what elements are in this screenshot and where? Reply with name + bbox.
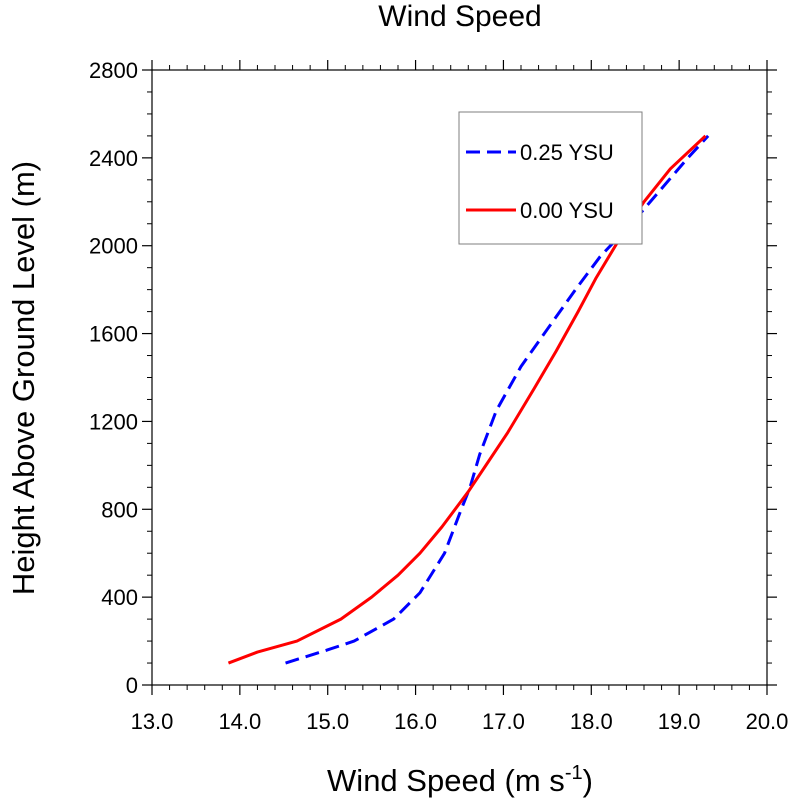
legend-label-0-00-ysu: 0.00 YSU [520, 198, 614, 223]
x-minor-ticks [169, 65, 750, 690]
y-tick-label: 2400 [89, 146, 138, 171]
x-tick-label: 15.0 [306, 709, 349, 734]
y-major-ticks [142, 69, 777, 686]
x-tick-label: 20.0 [746, 709, 789, 734]
x-tick-label: 14.0 [218, 709, 261, 734]
x-tick-label: 19.0 [658, 709, 701, 734]
x-tick-labels: 13.0 14.0 15.0 16.0 17.0 18.0 19.0 20.0 [131, 709, 789, 734]
y-tick-label: 800 [101, 497, 138, 522]
y-tick-label: 400 [101, 585, 138, 610]
x-tick-label: 16.0 [394, 709, 437, 734]
legend-label-0-25-ysu: 0.25 YSU [520, 140, 614, 165]
x-axis-title-end: ) [583, 763, 593, 798]
x-tick-label: 13.0 [131, 709, 174, 734]
x-major-ticks [151, 60, 768, 695]
x-tick-label: 17.0 [482, 709, 525, 734]
x-axis-title: Wind Speed (m s-1) [327, 762, 593, 798]
chart-title: Wind Speed [378, 0, 541, 33]
x-axis-title-superscript: -1 [565, 762, 583, 784]
y-axis-title: Height Above Ground Level (m) [6, 161, 41, 595]
legend: 0.25 YSU 0.00 YSU [458, 111, 643, 245]
y-tick-label: 1200 [89, 409, 138, 434]
x-tick-label: 18.0 [570, 709, 613, 734]
x-axis-title-main: Wind Speed (m s [327, 763, 565, 798]
y-tick-label: 2000 [89, 234, 138, 259]
legend-box [458, 111, 643, 245]
y-tick-labels: 0 400 800 1200 1600 2000 2400 2800 [89, 58, 138, 698]
y-tick-label: 1600 [89, 322, 138, 347]
y-minor-ticks [147, 91, 772, 664]
y-tick-label: 2800 [89, 58, 138, 83]
y-tick-label: 0 [126, 673, 138, 698]
